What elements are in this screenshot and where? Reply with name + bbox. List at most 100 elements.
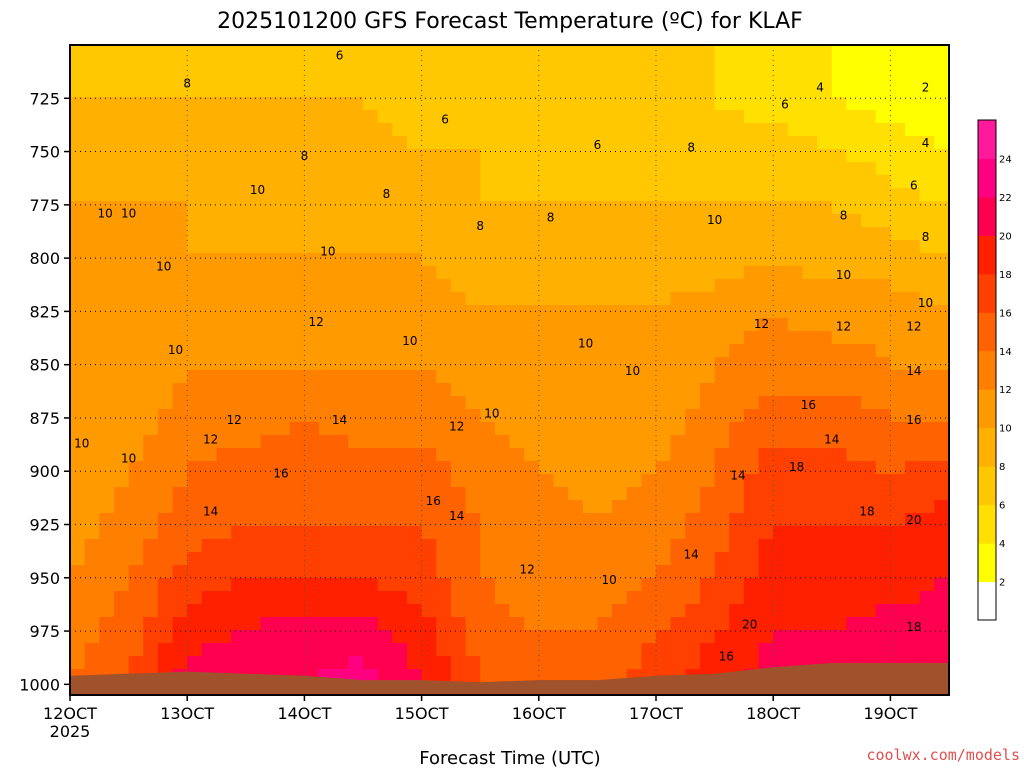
temperature-cell	[333, 370, 349, 384]
temperature-cell	[743, 331, 760, 345]
temperature-cell	[831, 591, 848, 605]
contour-label: 10	[320, 245, 335, 259]
temperature-cell	[597, 513, 613, 527]
temperature-cell	[861, 214, 877, 228]
temperature-cell	[113, 448, 130, 462]
temperature-cell	[612, 110, 628, 124]
temperature-cell	[524, 578, 540, 592]
temperature-cell	[289, 396, 305, 410]
temperature-cell	[216, 565, 232, 579]
temperature-cell	[113, 435, 130, 449]
temperature-cell	[348, 214, 364, 228]
temperature-cell	[568, 162, 584, 176]
temperature-cell	[421, 240, 437, 254]
temperature-cell	[377, 526, 393, 540]
temperature-cell	[289, 84, 305, 98]
temperature-cell	[113, 591, 130, 605]
temperature-cell	[787, 461, 804, 475]
temperature-cell	[714, 500, 730, 514]
temperature-cell	[348, 461, 364, 475]
temperature-cell	[553, 539, 569, 553]
temperature-cell	[421, 474, 437, 488]
temperature-cell	[861, 565, 877, 579]
temperature-cell	[612, 500, 628, 514]
temperature-cell	[905, 422, 921, 436]
temperature-cell	[304, 513, 320, 527]
temperature-cell	[465, 357, 481, 371]
contour-label: 16	[719, 650, 734, 664]
temperature-cell	[333, 539, 349, 553]
temperature-cell	[553, 58, 569, 72]
temperature-cell	[99, 253, 115, 267]
temperature-cell	[905, 435, 921, 449]
temperature-cell	[201, 500, 218, 514]
temperature-cell	[421, 565, 437, 579]
temperature-cell	[450, 97, 467, 111]
temperature-cell	[275, 435, 291, 449]
temperature-cell	[729, 513, 745, 527]
temperature-cell	[187, 266, 203, 280]
temperature-cell	[289, 448, 305, 462]
temperature-cell	[201, 318, 218, 332]
temperature-cell	[875, 266, 891, 280]
temperature-cell	[231, 513, 247, 527]
temperature-cell	[143, 123, 159, 137]
temperature-cell	[919, 383, 935, 397]
contour-label: 16	[426, 494, 441, 508]
temperature-cell	[509, 578, 525, 592]
temperature-cell	[597, 617, 613, 631]
temperature-cell	[875, 630, 891, 644]
temperature-cell	[670, 565, 686, 579]
temperature-cell	[465, 513, 481, 527]
temperature-cell	[553, 435, 569, 449]
temperature-cell	[187, 292, 203, 306]
temperature-cell	[846, 279, 862, 293]
temperature-cell	[699, 643, 716, 657]
temperature-cell	[392, 604, 408, 618]
temperature-cell	[99, 214, 115, 228]
temperature-cell	[377, 292, 393, 306]
temperature-cell	[333, 552, 349, 566]
temperature-cell	[70, 305, 86, 319]
temperature-cell	[436, 162, 452, 176]
temperature-cell	[699, 565, 716, 579]
temperature-cell	[875, 617, 891, 631]
temperature-cell	[582, 396, 598, 410]
temperature-cell	[157, 656, 174, 670]
temperature-cell	[70, 357, 86, 371]
temperature-cell	[743, 110, 760, 124]
temperature-cell	[450, 539, 467, 553]
temperature-cell	[568, 656, 584, 670]
temperature-cell	[817, 227, 833, 241]
temperature-cell	[245, 266, 262, 280]
contour-label: 18	[859, 505, 874, 519]
temperature-cell	[817, 552, 833, 566]
temperature-cell	[831, 344, 848, 358]
temperature-cell	[597, 188, 613, 202]
temperature-cell	[421, 370, 437, 384]
temperature-cell	[524, 71, 540, 85]
temperature-cell	[201, 591, 218, 605]
temperature-cell	[377, 253, 393, 267]
temperature-cell	[919, 461, 935, 475]
temperature-cell	[817, 305, 833, 319]
temperature-cell	[333, 227, 349, 241]
temperature-cell	[641, 149, 657, 163]
temperature-cell	[304, 526, 320, 540]
temperature-cell	[934, 396, 949, 410]
temperature-cell	[846, 188, 862, 202]
temperature-cell	[509, 643, 525, 657]
temperature-cell	[582, 513, 598, 527]
temperature-cell	[84, 409, 100, 423]
temperature-cell	[172, 656, 188, 670]
temperature-cell	[201, 58, 218, 72]
temperature-cell	[436, 123, 452, 137]
temperature-cell	[919, 45, 935, 59]
temperature-cell	[699, 188, 716, 202]
temperature-cell	[99, 331, 115, 345]
temperature-cell	[758, 344, 774, 358]
temperature-cell	[509, 591, 525, 605]
temperature-cell	[729, 162, 745, 176]
temperature-cell	[436, 396, 452, 410]
temperature-cell	[553, 214, 569, 228]
